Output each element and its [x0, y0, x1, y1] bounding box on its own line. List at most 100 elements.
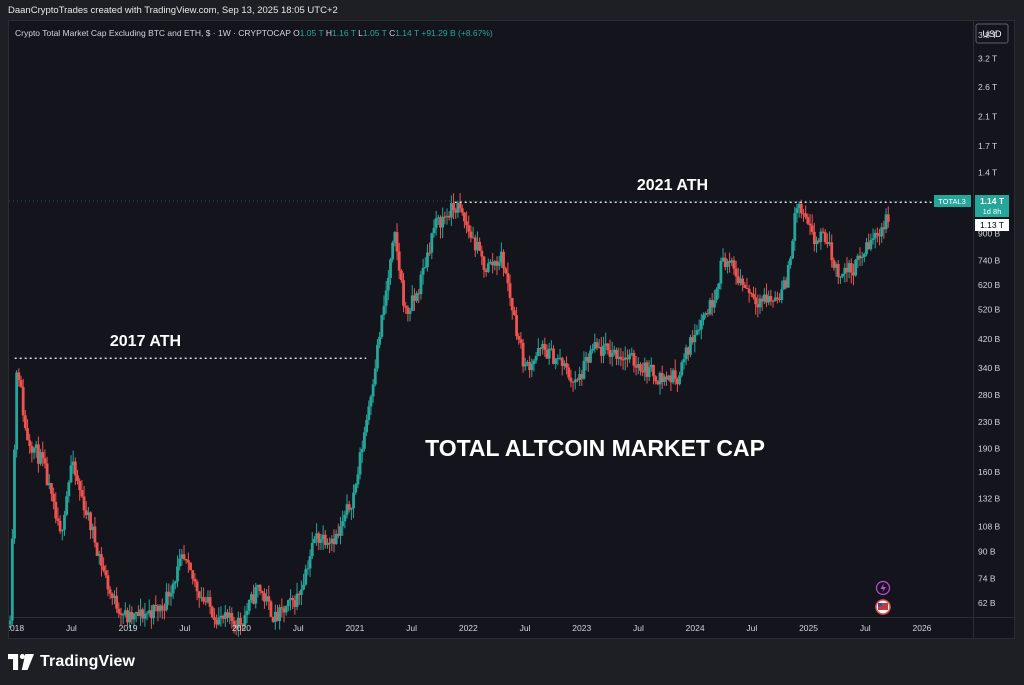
tradingview-logo-icon	[8, 654, 34, 670]
candle-body	[495, 261, 499, 266]
candle	[508, 274, 512, 307]
candle	[552, 345, 555, 365]
candle-body	[119, 613, 123, 615]
candle	[371, 379, 375, 403]
candle-body	[828, 242, 831, 245]
candle	[176, 555, 179, 588]
candle-body	[139, 609, 142, 617]
candle-body	[682, 359, 686, 363]
candle	[358, 447, 362, 480]
candle-body	[430, 233, 434, 253]
candle-body	[123, 610, 127, 615]
candle-body	[271, 616, 275, 622]
candle-body	[617, 356, 621, 359]
candle-body	[849, 263, 853, 273]
y-tick-label: 190 B	[978, 443, 1001, 453]
candle-body	[378, 336, 382, 345]
candle	[258, 584, 262, 595]
candle-body	[336, 533, 340, 536]
candle	[23, 410, 27, 431]
candle-body	[371, 384, 375, 397]
candle	[236, 611, 240, 637]
candle	[197, 590, 201, 608]
candle	[217, 607, 221, 626]
candle-body	[821, 231, 825, 233]
secondary-price-bg	[975, 219, 1009, 232]
candle	[308, 549, 312, 578]
candle-body	[747, 288, 751, 294]
candle	[676, 377, 679, 393]
y-tick-label: 1.7 T	[978, 141, 997, 151]
candle-body	[797, 203, 801, 209]
y-tick-label: 1.4 T	[978, 168, 997, 178]
chart-panel[interactable]: 2017 ATH 2021 ATH TOTAL ALTCOIN MARKET CAP…	[8, 20, 1016, 640]
candle-body	[17, 372, 21, 381]
candle-body	[765, 294, 768, 303]
candle	[230, 607, 234, 629]
candle	[32, 446, 36, 460]
candle	[43, 449, 47, 469]
candle	[467, 215, 471, 239]
candle-body	[502, 251, 505, 269]
candle	[512, 306, 516, 316]
candle	[567, 363, 571, 381]
candle-body	[456, 202, 460, 213]
candle-body	[489, 261, 492, 264]
candle	[667, 374, 671, 381]
candle	[267, 585, 271, 610]
currency-box[interactable]	[975, 23, 1009, 44]
candle	[173, 580, 177, 590]
candle	[165, 583, 169, 612]
x-tick-label: 2020	[232, 623, 251, 633]
candle	[791, 239, 795, 260]
candle-body	[589, 350, 592, 363]
candle	[200, 587, 203, 602]
candle	[645, 360, 649, 384]
lightning-event-icon[interactable]	[875, 580, 891, 596]
candle-body	[812, 231, 816, 245]
candle-body	[365, 420, 368, 433]
candle-body	[652, 364, 655, 377]
candle-body	[880, 227, 884, 237]
candle-body	[463, 212, 466, 222]
candle	[610, 341, 614, 367]
candle-body	[476, 241, 479, 251]
candle-body	[219, 615, 223, 618]
candle-body	[291, 597, 295, 601]
candle	[373, 359, 377, 387]
candle	[725, 258, 729, 274]
currency-selector[interactable]: USD	[975, 23, 1009, 44]
candle	[276, 604, 279, 622]
candle	[28, 433, 32, 454]
candle	[484, 267, 488, 277]
candle	[860, 251, 864, 266]
candle	[854, 258, 858, 277]
candle-body	[530, 364, 534, 371]
candle-body	[723, 257, 727, 267]
candle-body	[678, 375, 681, 385]
candle	[839, 275, 842, 284]
candle	[589, 345, 592, 364]
candle	[54, 492, 58, 524]
candle-body	[304, 569, 308, 585]
y-tick-label: 740 B	[978, 256, 1001, 266]
ath-label-2: 2021 ATH	[637, 177, 708, 194]
candle-body	[752, 293, 755, 298]
candle	[160, 598, 164, 619]
candle	[606, 342, 610, 355]
economic-event-icon[interactable]	[875, 599, 891, 615]
candle-body	[641, 370, 645, 373]
candle	[391, 240, 395, 263]
candle-body	[191, 570, 195, 579]
candle	[628, 349, 631, 363]
candle	[712, 289, 716, 313]
candle	[593, 333, 597, 353]
candle-body	[441, 216, 445, 228]
candle-body	[582, 360, 586, 379]
candlestick-chart[interactable]: 2017 ATH 2021 ATH TOTAL ALTCOIN MARKET CAP…	[9, 21, 1016, 640]
candle	[728, 252, 731, 273]
candle	[417, 289, 421, 304]
candle	[602, 336, 605, 364]
candle	[671, 368, 675, 385]
legend-part: 1.14 T	[395, 28, 421, 38]
